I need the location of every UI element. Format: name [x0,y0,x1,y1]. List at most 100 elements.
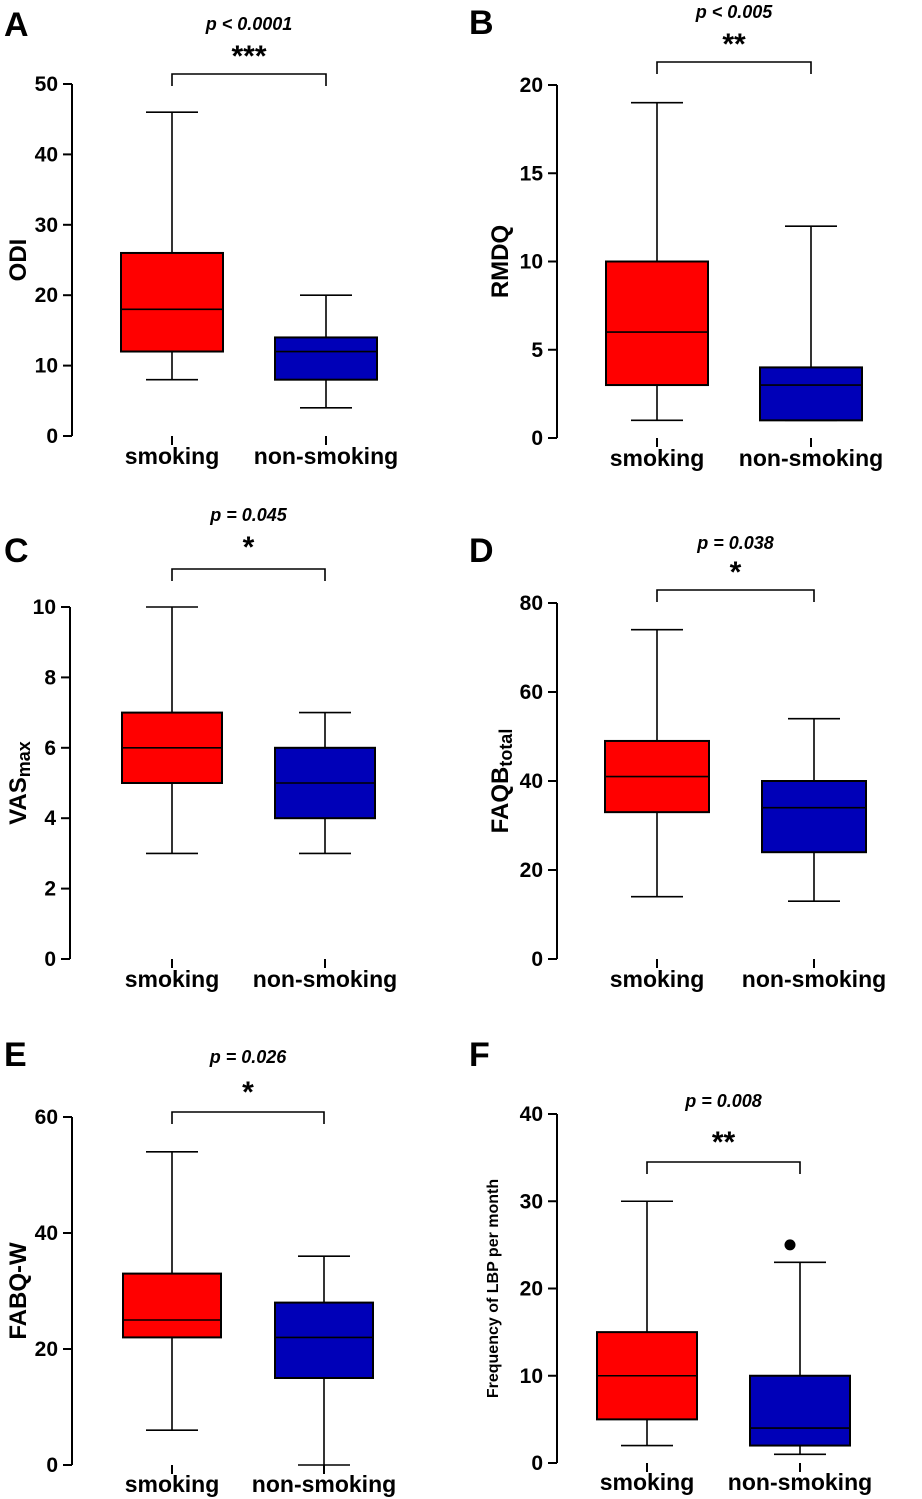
y-tick-label: 30 [35,214,58,237]
x-category-label: non-smoking [253,966,397,992]
box-smoking [122,1151,222,1431]
y-tick-label: 4 [44,807,56,830]
iqr-box [605,260,709,387]
y-axis-title-main: ODI [5,239,32,282]
panel-letter: D [469,532,494,570]
y-tick-label: 0 [531,1452,543,1475]
iqr-box [749,1374,851,1447]
y-axis-title: ODI [5,239,32,282]
y-tick-label: 20 [35,1338,58,1361]
box-non-smoking [759,225,863,422]
panel-letter: F [469,1036,490,1074]
panel-letter: B [469,4,494,42]
box-non-smoking [761,717,867,902]
y-tick-label: 10 [33,596,56,619]
box-smoking [596,1200,698,1447]
x-category-label: smoking [610,966,705,992]
y-tick-label: 10 [520,251,543,274]
significance-bracket [171,568,326,581]
p-value-label: p = 0.038 [696,533,774,553]
y-tick-label: 80 [520,592,543,615]
significance-bracket [656,589,815,602]
y-tick-label: 30 [520,1190,543,1213]
box-smoking [121,606,223,855]
significance-stars: * [730,556,742,589]
y-tick-label: 0 [531,427,543,450]
p-value-label: p = 0.026 [209,1047,288,1067]
panel-letter: C [4,532,29,570]
y-tick-label: 20 [520,859,543,882]
y-tick-label: 40 [35,1222,58,1245]
y-tick-label: 0 [46,1454,58,1477]
box-smoking [604,628,710,898]
p-value-label: p < 0.005 [695,2,774,22]
p-value-label: p = 0.008 [684,1091,762,1111]
p-value-label: p = 0.045 [209,505,288,525]
box-non-smoking [274,294,378,409]
x-category-label: smoking [125,443,220,469]
x-category-label: smoking [125,966,220,992]
panel-c: C 0 2 4 6 8 10 smoking non-smoking VASmax * p = 0.0… [4,505,397,992]
significance-stars: ** [722,28,746,61]
panel-b: B 0 5 10 15 20 smoking non-smoking RMDQ ** p < 0.0… [469,2,883,471]
y-axis-title-main: Frequency of LBP per month [485,1179,502,1398]
box-non-smoking [749,1239,851,1456]
y-axis-title-main: VAS [5,777,32,825]
panel-d: D 0 20 40 60 80 smoking non-smoking FAQBtotal * p … [469,532,886,992]
significance-bracket [646,1161,801,1174]
y-tick-label: 40 [520,1103,543,1126]
panel-a: A 0 10 20 30 40 50 smoking non-smoking ODI *** p < … [4,6,398,469]
y-axis-title-main: FABQ-W [5,1242,32,1340]
y-tick-label: 2 [44,878,56,901]
y-tick-label: 40 [35,143,58,166]
y-tick-label: 50 [35,73,58,96]
y-tick-label: 5 [531,339,543,362]
y-axis-title: VASmax [5,741,34,825]
iqr-box [122,1272,222,1339]
y-tick-label: 40 [520,770,543,793]
significance-bracket [656,61,812,74]
x-category-label: non-smoking [252,1471,396,1497]
significance-stars: * [243,531,255,564]
significance-bracket [171,1111,325,1124]
x-category-label: smoking [125,1471,220,1497]
y-tick-label: 10 [520,1365,543,1388]
y-tick-label: 0 [44,948,56,971]
y-axis-title-subscript: max [14,741,34,777]
x-category-label: non-smoking [254,443,398,469]
y-tick-label: 0 [531,948,543,971]
panel-letter: E [4,1036,27,1074]
significance-bracket [171,73,327,86]
y-tick-label: 20 [520,74,543,97]
y-axis-title-main: FAQB [487,767,514,834]
box-smoking [605,101,709,422]
y-tick-label: 20 [35,284,58,307]
x-category-label: non-smoking [742,966,886,992]
y-tick-label: 8 [44,666,56,689]
panel-letter: A [4,6,29,44]
outlier-point [784,1239,796,1251]
y-tick-label: 10 [35,355,58,378]
y-tick-label: 6 [44,737,56,760]
y-axis-title: FABQ-W [5,1242,32,1340]
box-non-smoking [274,711,376,855]
iqr-box [761,780,867,854]
panel-f: F 0 10 20 30 40 smoking non-smoking Frequency of… [469,1036,872,1495]
y-tick-label: 60 [35,1106,58,1129]
significance-stars: * [242,1076,254,1109]
iqr-box [274,336,378,381]
x-category-label: non-smoking [728,1469,872,1495]
y-tick-label: 20 [520,1278,543,1301]
x-category-label: smoking [600,1469,695,1495]
p-value-label: p < 0.0001 [205,14,293,34]
y-tick-label: 15 [520,162,544,185]
iqr-box [274,1301,374,1379]
x-category-label: non-smoking [739,445,883,471]
y-tick-label: 0 [46,425,58,448]
y-axis-title-main: RMDQ [487,225,514,298]
y-axis-title: Frequency of LBP per month [485,1179,502,1398]
box-non-smoking [274,1255,374,1466]
y-axis-title-subscript: total [496,729,516,767]
box-smoking [120,111,224,381]
